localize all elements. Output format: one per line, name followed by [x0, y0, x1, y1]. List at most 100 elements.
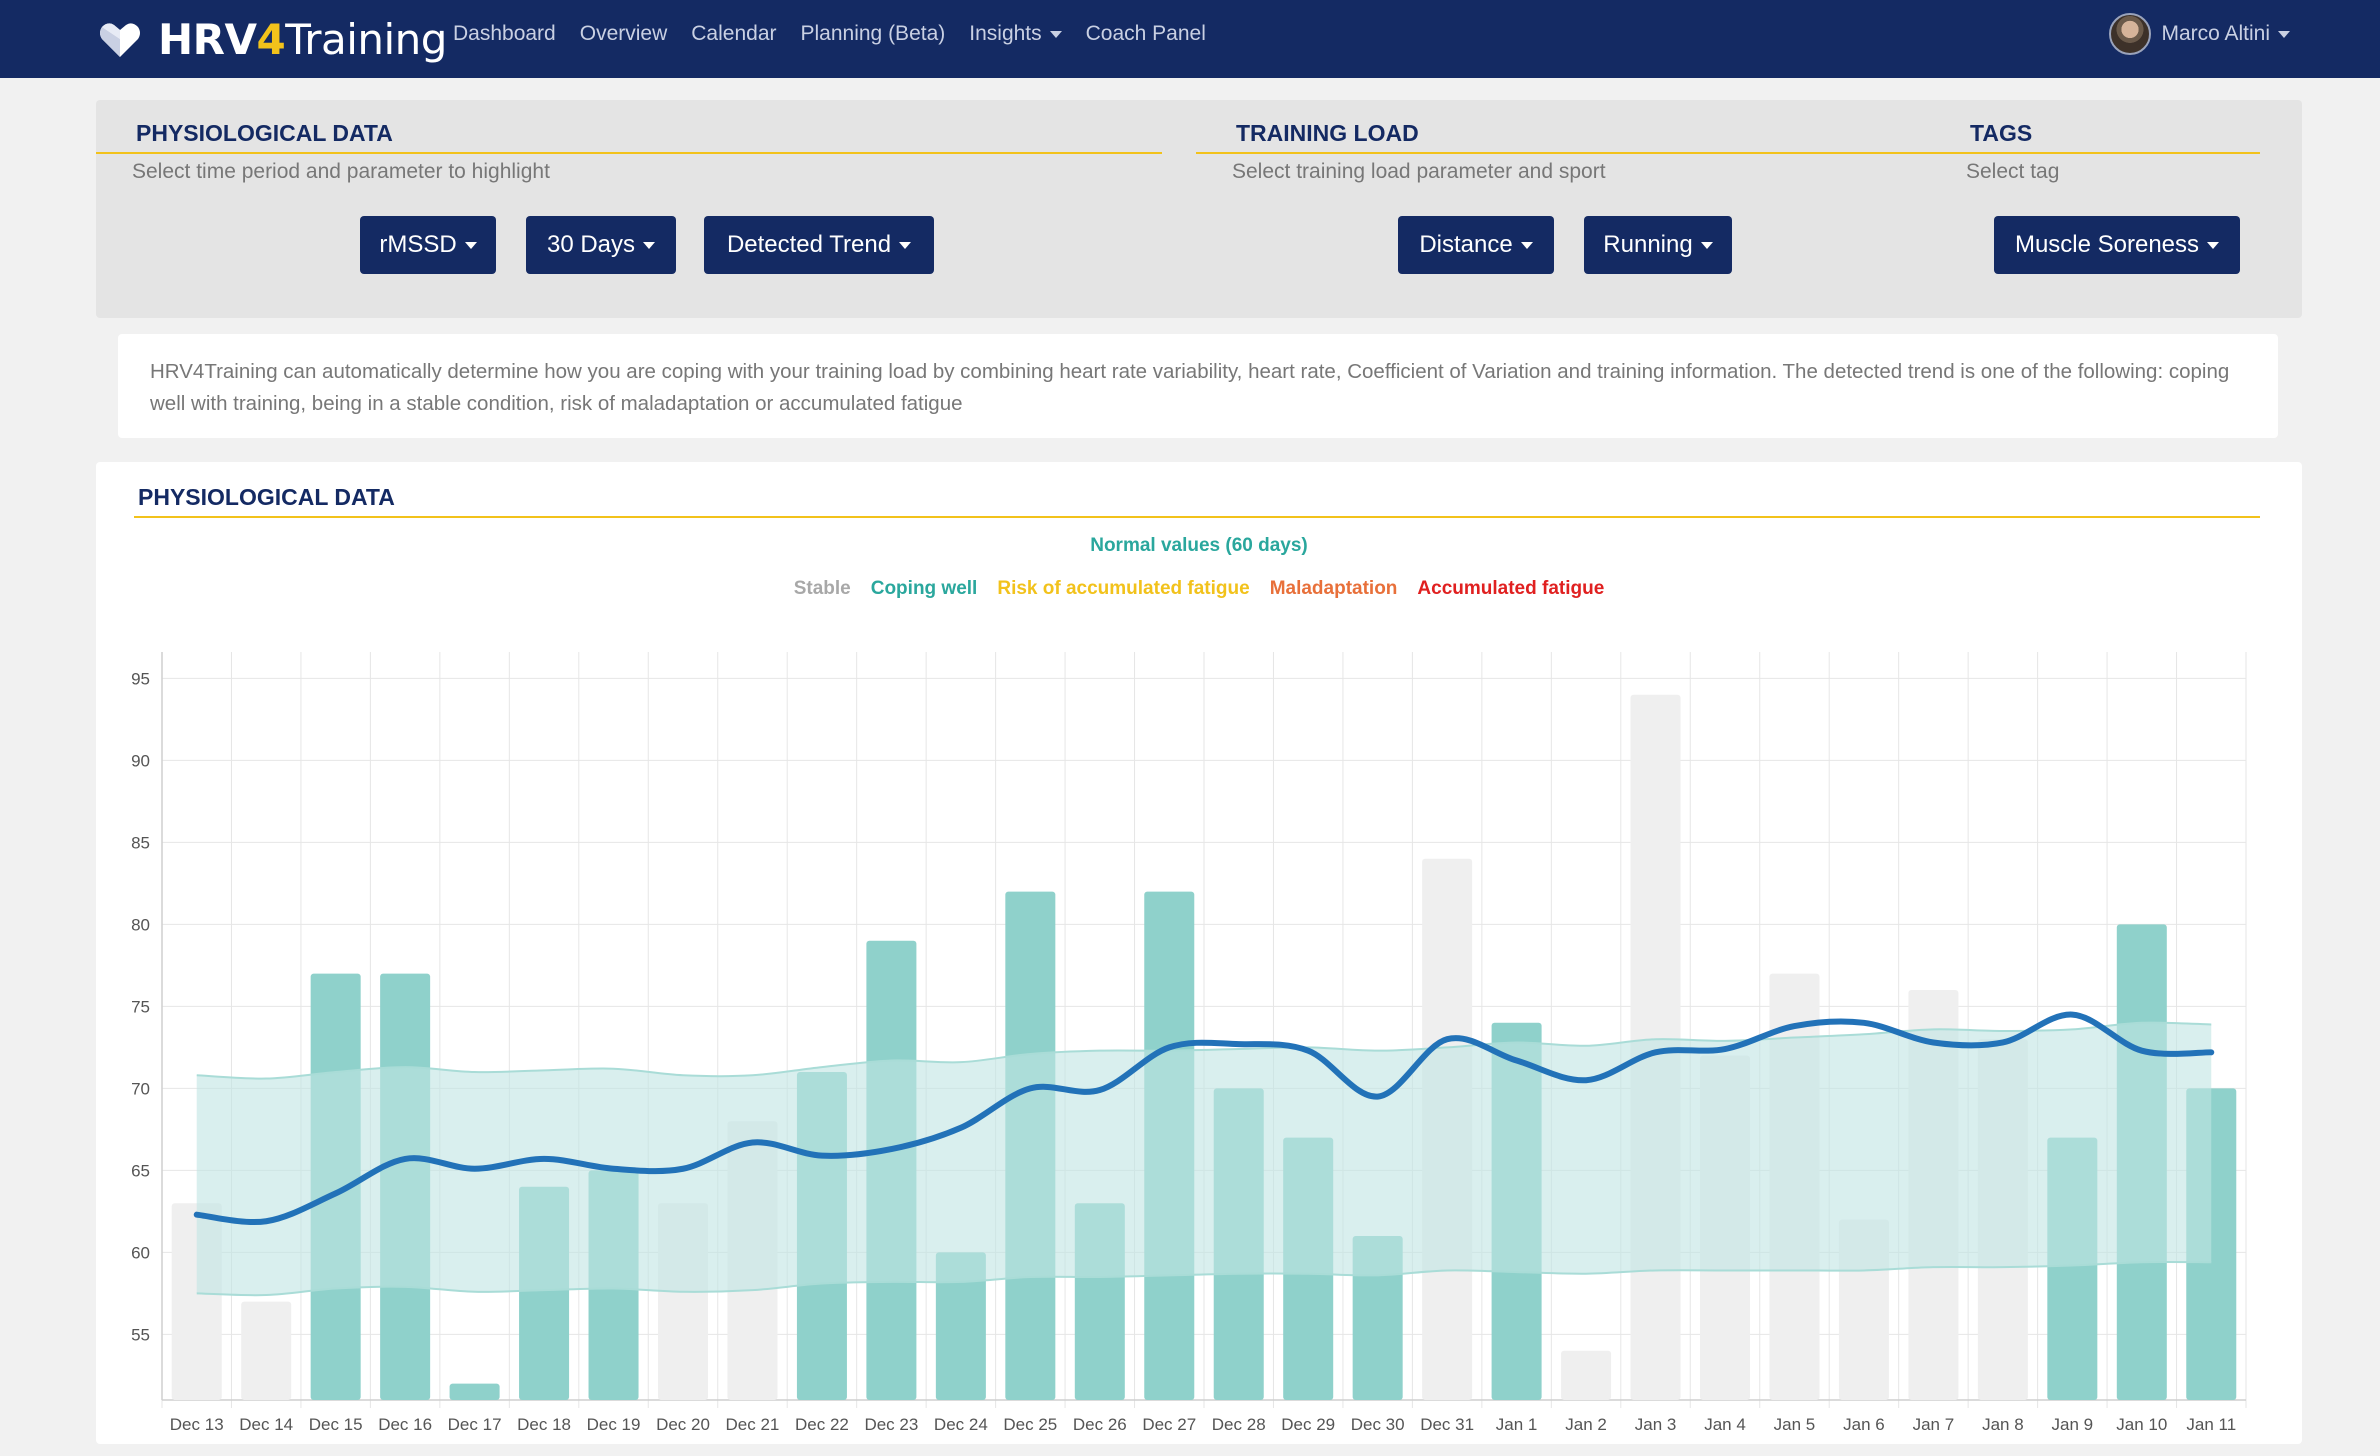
- physiological-section: PHYSIOLOGICAL DATA Select time period an…: [96, 120, 1162, 184]
- chevron-down-icon: [2278, 30, 2290, 38]
- legend-maladaptation[interactable]: Maladaptation: [1269, 578, 1398, 599]
- section-subtitle: Select time period and parameter to high…: [132, 160, 550, 183]
- user-menu[interactable]: Marco Altini: [2109, 0, 2290, 68]
- section-title: PHYSIOLOGICAL DATA: [96, 120, 1162, 154]
- brand-logo[interactable]: HRV4Training: [96, 8, 447, 70]
- x-tick-label: Jan 4: [1704, 1415, 1746, 1434]
- nav-coach-panel[interactable]: Coach Panel: [1085, 22, 1206, 45]
- x-tick-label: Dec 16: [378, 1415, 432, 1434]
- tag-dropdown[interactable]: Muscle Soreness: [1994, 216, 2240, 274]
- dropdown-label: Detected Trend: [726, 231, 892, 258]
- bar-coping: [935, 1252, 986, 1400]
- x-tick-label: Jan 8: [1982, 1415, 2024, 1434]
- x-tick-label: Dec 31: [1420, 1415, 1474, 1434]
- x-tick-label: Jan 9: [2052, 1415, 2094, 1434]
- x-tick-label: Dec 23: [864, 1415, 918, 1434]
- training-load-section: TRAINING LOAD Select training load param…: [1196, 120, 1996, 184]
- dropdown-label: Running: [1603, 231, 1693, 258]
- x-tick-label: Jan 5: [1774, 1415, 1816, 1434]
- hrv-chart: 55 60 65 70 75 80 85 90 95 Dec 13 Dec 14 Dec 15 Dec …: [131, 652, 2247, 1434]
- y-tick-label: 95: [131, 669, 150, 688]
- dropdown-label: rMSSD: [379, 231, 457, 258]
- x-tick-label: Dec 19: [587, 1415, 641, 1434]
- chevron-down-icon: [1520, 241, 1533, 249]
- chevron-down-icon: [2207, 241, 2220, 249]
- y-tick-label: 85: [131, 833, 150, 852]
- nav-calendar[interactable]: Calendar: [691, 22, 777, 45]
- chevron-down-icon: [1049, 30, 1062, 38]
- x-tick-label: Dec 17: [448, 1415, 502, 1434]
- section-subtitle: Select tag: [1966, 160, 2060, 183]
- nav-dashboard[interactable]: Dashboard: [453, 22, 556, 45]
- y-tick-label: 70: [131, 1079, 150, 1098]
- sport-dropdown[interactable]: Running: [1584, 216, 1732, 274]
- x-tick-label: Jan 10: [2116, 1415, 2167, 1434]
- user-name: Marco Altini: [2161, 22, 2270, 45]
- x-tick-label: Dec 14: [239, 1415, 293, 1434]
- top-navbar: HRV4Training Dashboard Overview Calendar…: [0, 0, 2380, 78]
- x-tick-label: Dec 13: [170, 1415, 224, 1434]
- chevron-down-icon: [899, 241, 912, 249]
- normal-band-lower: [196, 1260, 2212, 1297]
- section-title: TAGS: [1930, 120, 2260, 154]
- nav-links: Dashboard Overview Calendar Planning (Be…: [453, 0, 1230, 68]
- x-tick-label: Dec 18: [517, 1415, 571, 1434]
- rmssd-trend-line: [193, 1011, 2215, 1225]
- bar-coping: [1352, 1236, 1403, 1400]
- bar-stable: [241, 1301, 292, 1400]
- x-tick-label: Dec 30: [1351, 1415, 1405, 1434]
- chevron-down-icon: [1700, 241, 1713, 249]
- legend-risk-accumulated-fatigue[interactable]: Risk of accumulated fatigue: [997, 578, 1250, 599]
- load-parameter-dropdown[interactable]: Distance: [1398, 216, 1554, 274]
- nav-overview[interactable]: Overview: [579, 22, 668, 45]
- legend-coping-well[interactable]: Coping well: [870, 578, 978, 599]
- chevron-down-icon: [464, 241, 477, 249]
- x-tick-label: Jan 1: [1496, 1415, 1538, 1434]
- legend: Stable Coping well Risk of accumulated f…: [96, 578, 2302, 600]
- dropdown-label: Distance: [1419, 231, 1513, 258]
- bar-stable: [1561, 1350, 1612, 1400]
- x-tick-label: Dec 26: [1073, 1415, 1127, 1434]
- y-tick-label: 60: [131, 1243, 150, 1262]
- period-dropdown[interactable]: 30 Days: [526, 216, 676, 274]
- section-subtitle: Select training load parameter and sport: [1232, 160, 1606, 183]
- filter-panel: PHYSIOLOGICAL DATA Select time period an…: [96, 100, 2302, 318]
- x-tick-label: Jan 7: [1913, 1415, 1955, 1434]
- y-tick-label: 65: [131, 1161, 150, 1180]
- dropdown-label: 30 Days: [546, 231, 636, 258]
- highlight-dropdown[interactable]: Detected Trend: [704, 216, 934, 274]
- x-tick-label: Dec 22: [795, 1415, 849, 1434]
- dropdown-label: Muscle Soreness: [2014, 231, 2200, 258]
- y-tick-label: 75: [131, 997, 150, 1016]
- x-tick-label: Dec 27: [1142, 1415, 1196, 1434]
- normal-values-band: [196, 1022, 2212, 1296]
- section-title: TRAINING LOAD: [1196, 120, 1996, 154]
- x-tick-label: Dec 25: [1003, 1415, 1057, 1434]
- chevron-down-icon: [643, 241, 656, 249]
- normal-band-upper: [196, 1021, 2212, 1080]
- chart-title: PHYSIOLOGICAL DATA: [134, 484, 2260, 518]
- x-tick-label: Dec 28: [1212, 1415, 1266, 1434]
- y-tick-label: 80: [131, 915, 150, 934]
- y-tick-label: 55: [131, 1325, 150, 1344]
- x-tick-label: Dec 21: [726, 1415, 780, 1434]
- parameter-dropdown[interactable]: rMSSD: [360, 216, 496, 274]
- nav-planning[interactable]: Planning (Beta): [800, 22, 946, 45]
- bar-coping: [449, 1383, 500, 1400]
- tags-section: TAGS Select tag: [1930, 120, 2260, 184]
- trend-description: HRV4Training can automatically determine…: [118, 334, 2278, 438]
- legend-accumulated-fatigue[interactable]: Accumulated fatigue: [1417, 578, 1605, 599]
- chart-card: PHYSIOLOGICAL DATA Normal values (60 day…: [96, 462, 2302, 1444]
- x-tick-label: Dec 29: [1281, 1415, 1335, 1434]
- legend-normal-values[interactable]: Normal values (60 days): [1090, 535, 1308, 556]
- x-tick-label: Jan 11: [2186, 1415, 2236, 1434]
- heart-logo-icon: [100, 23, 140, 57]
- x-tick-label: Jan 2: [1565, 1415, 1607, 1434]
- legend-stable[interactable]: Stable: [793, 578, 851, 599]
- avatar: [2109, 13, 2152, 55]
- x-tick-label: Jan 6: [1843, 1415, 1885, 1434]
- x-tick-label: Jan 3: [1635, 1415, 1677, 1434]
- brand-name: HRV4Training: [158, 14, 447, 64]
- nav-insights-dropdown[interactable]: Insights: [969, 22, 1062, 46]
- y-tick-label: 90: [131, 751, 150, 770]
